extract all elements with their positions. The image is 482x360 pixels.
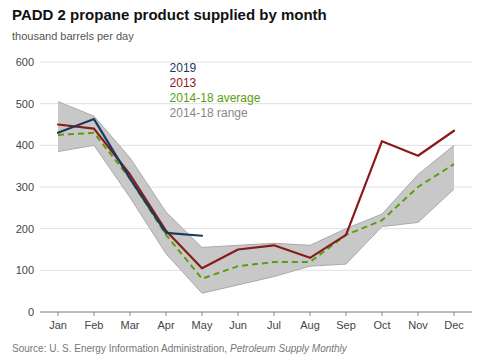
x-tick-label: Nov (408, 319, 428, 331)
series-line (58, 125, 454, 269)
x-tick (418, 312, 419, 316)
y-tick-label: 300 (16, 181, 34, 193)
x-tick-label: Dec (444, 319, 464, 331)
x-tick (58, 312, 59, 316)
x-tick (310, 312, 311, 316)
y-tick-label: 400 (16, 139, 34, 151)
x-tick (346, 312, 347, 316)
x-tick-label: Sep (336, 319, 356, 331)
source: Source: U. S. Energy Information Adminis… (12, 343, 348, 354)
range-area (58, 102, 454, 294)
grid-line (40, 62, 472, 63)
source-part: Petroleum Supply Monthly (230, 343, 348, 354)
legend-entry: 2013 (170, 76, 197, 90)
y-tick-label: 500 (16, 98, 34, 110)
y-grid (40, 62, 472, 312)
x-tick-label: Apr (157, 319, 174, 331)
x-tick (274, 312, 275, 316)
y-tick-label: 0 (28, 306, 34, 318)
legend-entry: 2014-18 average (170, 91, 261, 105)
x-tick (454, 312, 455, 316)
range-lower-line (58, 145, 454, 293)
x-tick-label: Oct (373, 319, 390, 331)
grid-line (40, 228, 472, 229)
chart-container: PADD 2 propane product supplied by month… (0, 0, 482, 360)
legend-entry: 2014-18 range (170, 106, 248, 120)
x-tick (202, 312, 203, 316)
plot-area (58, 102, 454, 294)
legend-entry: 2019 (170, 61, 197, 75)
x-tick (238, 312, 239, 316)
x-tick (166, 312, 167, 316)
x-tick-label: Jan (49, 319, 67, 331)
x-tick-label: May (192, 319, 213, 331)
subtitle: thousand barrels per day (12, 30, 134, 42)
y-tick-label: 600 (16, 56, 34, 68)
series-line (58, 133, 454, 279)
x-tick-label: Jul (267, 319, 281, 331)
x-tick-label: Jun (229, 319, 247, 331)
x-tick-label: Mar (121, 319, 140, 331)
grid-line (40, 312, 472, 313)
y-tick-label: 200 (16, 223, 34, 235)
x-tick-label: Aug (300, 319, 320, 331)
x-tick-label: Feb (85, 319, 104, 331)
y-tick-label: 100 (16, 264, 34, 276)
x-tick (130, 312, 131, 316)
x-tick (382, 312, 383, 316)
x-tick (94, 312, 95, 316)
source-part: Source: U. S. Energy Information Adminis… (12, 343, 227, 354)
legend: 201920132014-18 average2014-18 range (170, 61, 261, 120)
x-axis-line (40, 312, 472, 313)
chart-svg: PADD 2 propane product supplied by month… (0, 0, 482, 360)
series-line (58, 119, 202, 236)
title: PADD 2 propane product supplied by month (12, 6, 327, 23)
